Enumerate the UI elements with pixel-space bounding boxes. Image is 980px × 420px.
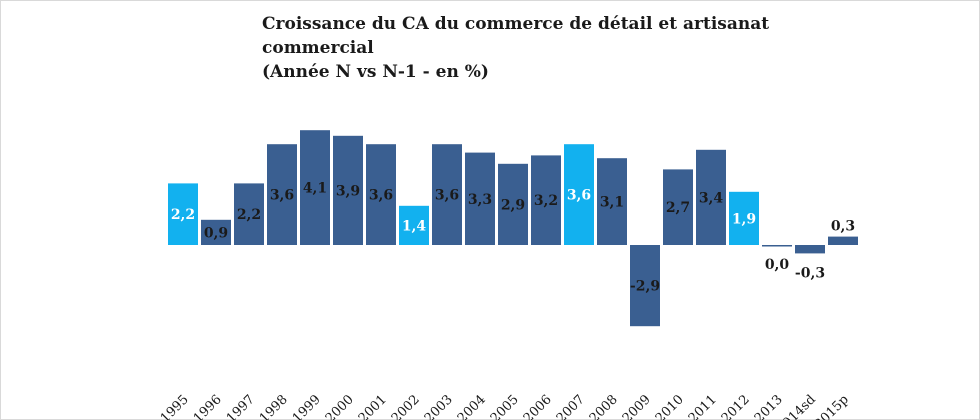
value-label-2003: 3,6 bbox=[435, 188, 459, 204]
bar-1997 bbox=[234, 183, 264, 245]
value-label-2010: 2,7 bbox=[666, 200, 690, 216]
value-label-1998: 3,6 bbox=[270, 188, 294, 204]
x-tick-label-1997: 1997 bbox=[224, 392, 258, 420]
bar-2013 bbox=[762, 245, 792, 247]
bar-1996 bbox=[201, 219, 231, 245]
value-label-2000: 3,9 bbox=[336, 183, 360, 199]
x-tick-label-2012: 2012 bbox=[719, 392, 753, 420]
bar-1999 bbox=[300, 130, 330, 245]
bar-2015p bbox=[828, 236, 858, 245]
x-tick-label-2003: 2003 bbox=[422, 392, 456, 420]
x-tick-label-2010: 2010 bbox=[653, 392, 687, 420]
x-tick-label-2015p: 2015p bbox=[812, 392, 852, 420]
value-label-2008: 3,1 bbox=[600, 195, 624, 211]
value-label-2002: 1,4 bbox=[402, 218, 427, 234]
bar-2014sd bbox=[795, 245, 825, 254]
x-tick-label-2000: 2000 bbox=[323, 392, 357, 420]
value-label-2009: -2,9 bbox=[630, 279, 660, 295]
bar-2010 bbox=[663, 169, 693, 245]
value-label-1996: 0,9 bbox=[204, 225, 228, 241]
x-tick-label-2007: 2007 bbox=[554, 392, 588, 420]
value-label-2013: 0,0 bbox=[765, 257, 790, 273]
bar-2004 bbox=[465, 152, 495, 245]
value-label-2004: 3,3 bbox=[468, 192, 492, 208]
chart-subtitle: (Année N vs N-1 - en %) bbox=[262, 62, 489, 82]
bar-2000 bbox=[333, 135, 363, 245]
x-tick-label-2004: 2004 bbox=[455, 392, 489, 420]
bar-2007 bbox=[564, 144, 594, 245]
bar-2005 bbox=[498, 163, 528, 245]
bar-2011 bbox=[696, 149, 726, 245]
x-tick-label-1995: 1995 bbox=[158, 392, 192, 420]
bar-2008 bbox=[597, 158, 627, 245]
x-tick-label-1998: 1998 bbox=[257, 392, 291, 420]
x-tick-label-2011: 2011 bbox=[686, 392, 720, 420]
value-label-2015p: 0,3 bbox=[831, 219, 855, 235]
value-label-2014sd: -0,3 bbox=[795, 265, 825, 281]
chart-title-line2: commercial bbox=[262, 38, 374, 58]
chart-title: Croissance du CA du commerce de détail e… bbox=[262, 14, 770, 34]
bar-1995 bbox=[168, 183, 198, 245]
bar-2009 bbox=[630, 245, 660, 327]
value-label-2007: 3,6 bbox=[567, 188, 591, 204]
value-label-2005: 2,9 bbox=[501, 197, 525, 213]
x-tick-label-2008: 2008 bbox=[587, 392, 621, 420]
bar-2002 bbox=[399, 205, 429, 245]
bar-2012 bbox=[729, 191, 759, 245]
value-label-2001: 3,6 bbox=[369, 188, 393, 204]
value-label-2006: 3,2 bbox=[534, 193, 558, 209]
value-label-2012: 1,9 bbox=[732, 211, 756, 227]
value-label-2011: 3,4 bbox=[699, 190, 724, 206]
x-tick-label-1999: 1999 bbox=[290, 392, 324, 420]
bar-1998 bbox=[267, 144, 297, 245]
x-tick-label-2006: 2006 bbox=[521, 392, 555, 420]
bar-2006 bbox=[531, 155, 561, 245]
value-label-1995: 2,2 bbox=[171, 207, 195, 223]
bar-2003 bbox=[432, 144, 462, 245]
x-tick-label-2009: 2009 bbox=[620, 392, 654, 420]
x-tick-label-2005: 2005 bbox=[488, 392, 522, 420]
value-label-1997: 2,2 bbox=[237, 207, 261, 223]
value-label-1999: 4,1 bbox=[303, 181, 327, 197]
chart-title-block: Croissance du CA du commerce de détail e… bbox=[262, 12, 822, 84]
bar-2001 bbox=[366, 144, 396, 245]
x-tick-label-1996: 1996 bbox=[191, 392, 225, 420]
x-tick-label-2002: 2002 bbox=[389, 392, 423, 420]
x-tick-label-2013: 2013 bbox=[752, 392, 786, 420]
x-tick-label-2001: 2001 bbox=[356, 392, 390, 420]
